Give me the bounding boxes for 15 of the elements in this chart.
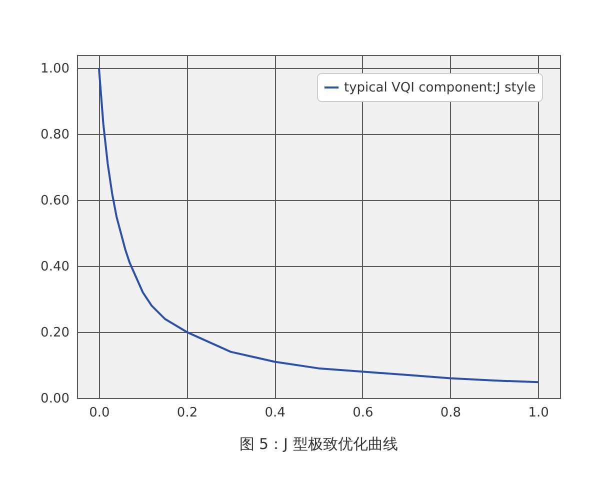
caption: 图 5：J 型极致优化曲线 xyxy=(239,435,398,453)
y-tick-label: 0.20 xyxy=(40,326,70,341)
legend-label: typical VQI component:J style xyxy=(344,80,536,96)
x-tick-label: 0.8 xyxy=(440,406,462,420)
x-tick-label: 0.4 xyxy=(264,406,286,420)
x-tick-label: 0.2 xyxy=(176,406,198,420)
y-tick-label: 1.00 xyxy=(40,62,70,77)
y-tick-label: 0.00 xyxy=(40,392,70,406)
line-series xyxy=(98,67,540,384)
x-tick-label: 0.0 xyxy=(89,406,110,420)
y-tick-label: 0.60 xyxy=(40,194,70,209)
x-tick-label: 1.0 xyxy=(528,406,549,420)
x-tick-label: 0.6 xyxy=(352,406,374,420)
y-tick-label: 0.40 xyxy=(40,260,70,275)
y-tick-label: 0.80 xyxy=(40,128,70,143)
